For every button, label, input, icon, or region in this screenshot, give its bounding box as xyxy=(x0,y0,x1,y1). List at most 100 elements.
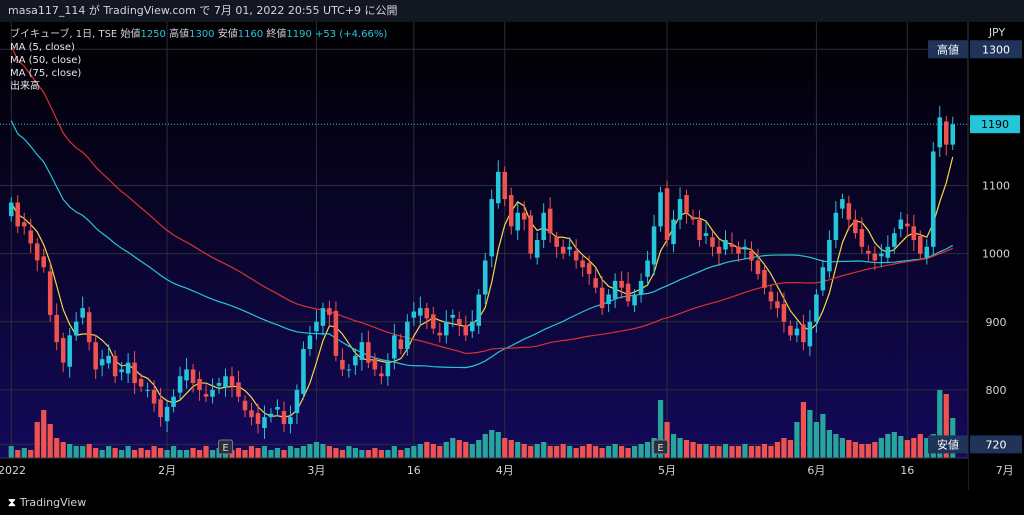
price-axis[interactable]: 1100 1000 900 800 xyxy=(982,180,1010,397)
candle-body xyxy=(664,188,670,240)
candle-body xyxy=(307,335,313,349)
candle-body xyxy=(729,244,735,247)
time-tick-label: 3月 xyxy=(307,464,325,477)
volume-bar xyxy=(852,442,858,458)
volume-bar xyxy=(80,446,86,458)
candle-body xyxy=(132,362,137,384)
volume-bar xyxy=(326,446,333,458)
candle-body xyxy=(586,263,592,275)
low-tag-box xyxy=(928,435,968,454)
candle-body xyxy=(931,151,936,247)
volume-bar xyxy=(612,444,618,458)
candle-body xyxy=(833,212,839,240)
volume-bar xyxy=(307,444,313,458)
candle-body xyxy=(690,216,696,220)
candle-body xyxy=(820,267,826,291)
volume-bar xyxy=(800,402,807,458)
candle-body xyxy=(411,311,417,318)
candle-body xyxy=(21,222,27,227)
candle-body xyxy=(268,413,274,418)
legend-ma75[interactable]: MA (75, close) xyxy=(10,68,82,79)
candle-body xyxy=(677,199,683,220)
candle-body xyxy=(619,280,624,288)
candle-body xyxy=(697,219,702,240)
volume-bar xyxy=(690,442,696,458)
ma50-line xyxy=(10,120,954,369)
candle-body xyxy=(495,171,501,204)
volume-bar xyxy=(833,434,839,458)
candle-body xyxy=(424,308,430,319)
candle-body xyxy=(905,223,910,227)
volume-bar xyxy=(547,446,553,458)
high-tag-label: 高値 xyxy=(937,42,959,56)
volume-bar xyxy=(242,450,248,458)
volume-bar xyxy=(943,394,949,458)
candle-body xyxy=(106,355,111,364)
candle-body xyxy=(781,304,787,322)
volume-bar xyxy=(54,438,60,458)
low-value-label: 720 xyxy=(986,438,1007,451)
volume-bar xyxy=(677,438,683,458)
time-tick-label: 2月 xyxy=(158,464,176,477)
candle-body xyxy=(775,301,780,309)
candle-body xyxy=(457,319,462,326)
volume-bar xyxy=(774,442,781,458)
earnings-marker-label: E xyxy=(657,443,663,454)
candle-body xyxy=(294,389,300,414)
volume-bar xyxy=(495,432,501,458)
volume-bar xyxy=(937,390,943,458)
volume-bar xyxy=(235,448,242,458)
volume-bar xyxy=(196,450,203,458)
candle-body xyxy=(93,342,98,370)
candle-body xyxy=(80,308,85,318)
candle-body xyxy=(281,410,287,424)
volume-bar xyxy=(424,442,430,458)
high-tag-box xyxy=(928,40,968,59)
legend-ma5[interactable]: MA (5, close) xyxy=(10,42,75,53)
volume-bar xyxy=(320,444,326,458)
candle-body xyxy=(229,376,235,387)
publish-header: masa117_114 が TradingView.com で 7月 01, 2… xyxy=(0,0,1024,22)
volume-bar xyxy=(644,442,651,458)
volume-bar xyxy=(703,444,709,458)
candle-body xyxy=(119,369,124,373)
candle-body xyxy=(73,321,79,336)
candle-body xyxy=(450,314,456,318)
candle-body xyxy=(431,314,436,329)
candle-body xyxy=(853,219,858,234)
candle-body xyxy=(236,382,241,397)
candle-body xyxy=(151,389,157,404)
volume-bar xyxy=(826,430,832,458)
candle-body xyxy=(885,246,891,258)
volume-bar xyxy=(41,410,47,458)
volume-bar xyxy=(99,450,105,458)
volume-bar xyxy=(683,440,690,458)
volume-bar xyxy=(619,446,625,458)
footer-brand[interactable]: TradingView xyxy=(19,496,87,509)
publish-line: masa117_114 が TradingView.com で 7月 01, 2… xyxy=(8,4,398,17)
volume-bar xyxy=(742,444,748,458)
volume-bar xyxy=(911,438,917,458)
candle-body xyxy=(216,383,222,386)
volume-bar xyxy=(248,446,255,458)
volume-bar xyxy=(132,450,138,458)
time-axis[interactable]: 2022 2月 3月 16 4月 5月 6月 16 7月 xyxy=(0,464,1014,477)
volume-bar xyxy=(839,438,845,458)
volume-bar xyxy=(119,450,125,458)
candle-body xyxy=(353,355,358,366)
volume-bar xyxy=(846,440,852,458)
legend-symbol: ブイキューブ, 1日, TSE xyxy=(10,29,118,40)
volume-bar xyxy=(560,444,566,458)
candle-body xyxy=(502,171,507,200)
candle-body xyxy=(418,308,423,316)
candle-body xyxy=(560,246,566,254)
legend-ma50[interactable]: MA (50, close) xyxy=(10,55,82,66)
tradingview-logo-icon[interactable]: ⧗ xyxy=(8,496,16,509)
legend-volume[interactable]: 出来高 xyxy=(10,81,40,92)
candle-body xyxy=(625,283,631,302)
candle-body xyxy=(567,246,572,250)
volume-bar xyxy=(47,424,53,458)
